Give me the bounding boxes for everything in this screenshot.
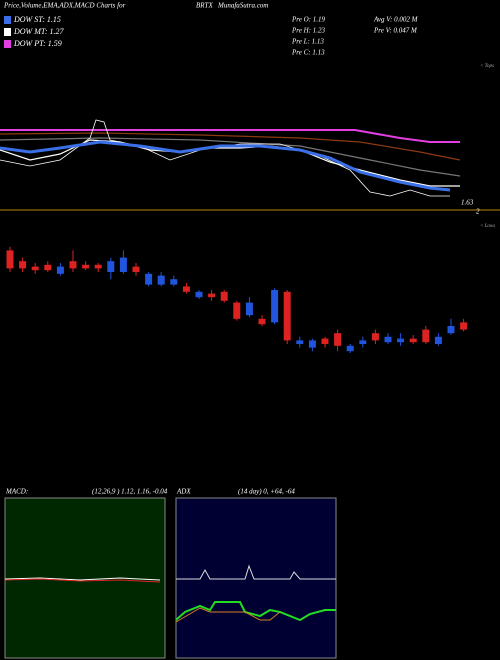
legend-label: DOW PT: 1.59 (13, 39, 62, 48)
info: Pre H: 1.23 (291, 27, 325, 35)
ema-lines (0, 119, 461, 197)
legend-label: DOW MT: 1.27 (13, 27, 65, 36)
candle-body (107, 261, 115, 272)
candle-body (157, 275, 165, 285)
candle-body (208, 293, 216, 298)
info: Pre L: 1.13 (291, 38, 324, 46)
candle-body (44, 264, 52, 271)
candle-body (384, 336, 392, 343)
candle-body (56, 266, 64, 274)
candle-body (69, 261, 77, 269)
volume-info: Pre V: 0.047 M (373, 27, 418, 35)
lows-label: < Lows (480, 224, 495, 229)
legend-swatch (4, 28, 11, 36)
candle-body (397, 338, 405, 343)
symbol: BRTX (196, 2, 213, 10)
candle-body (19, 261, 27, 269)
candle-body (409, 338, 417, 343)
candle-body (31, 266, 39, 271)
candle-body (94, 264, 102, 269)
candle-body (220, 291, 228, 301)
legend-swatch (4, 40, 11, 48)
candle-body (170, 279, 178, 285)
candle-body (334, 333, 342, 346)
info: Pre C: 1.13 (291, 49, 325, 57)
adx-values: (14 day) 0, +64, -64 (238, 488, 295, 496)
chart-title: Price,Volume,EMA,ADX,MACD Charts for (3, 2, 126, 10)
candle-body (145, 273, 153, 285)
tops-label: < Tops (480, 64, 494, 69)
signal-line (4, 578, 161, 583)
candles (6, 246, 468, 353)
candle-body (182, 286, 190, 292)
macd-label: MACD: (5, 488, 28, 496)
macd-values: (12,26,9 ) 1.12, 1.16, -0.04 (92, 488, 168, 496)
candle-body (195, 291, 203, 298)
price-label: 1.63 (461, 199, 474, 207)
candle-body (119, 257, 127, 272)
candle-body (321, 338, 329, 344)
candle-body (296, 340, 304, 344)
candle-body (460, 322, 468, 330)
plus-di (175, 601, 336, 622)
candle-body (447, 326, 455, 334)
macd-line (4, 577, 161, 581)
candle-body (371, 333, 379, 341)
candle-body (422, 329, 430, 343)
legend: DOW ST: 1.15 DOW MT: 1.27 DOW PT: 1.59 (4, 15, 65, 48)
candle-body (233, 302, 241, 319)
candle-body (308, 340, 316, 348)
minus-di (175, 607, 281, 623)
adx-line (176, 564, 336, 580)
legend-swatch (4, 16, 11, 24)
candle-body (82, 264, 90, 269)
legend-label: DOW ST: 1.15 (13, 15, 61, 24)
candle-body (245, 302, 253, 316)
candle-body (132, 266, 140, 272)
scale-label: 2 (476, 208, 480, 216)
adx-panel (175, 497, 337, 659)
candle-body (258, 318, 266, 325)
info: Pre O: 1.19 (291, 16, 325, 24)
candle-body (271, 290, 279, 323)
volume-info: Avg V: 0.002 M (373, 16, 419, 24)
candle-body (359, 340, 367, 344)
candle-body (6, 250, 14, 269)
adx-label: ADX (176, 488, 191, 496)
candle-body (434, 336, 442, 344)
site: MunafaSutra.com (217, 2, 268, 10)
candle-body (346, 345, 354, 352)
candle-body (283, 291, 291, 341)
